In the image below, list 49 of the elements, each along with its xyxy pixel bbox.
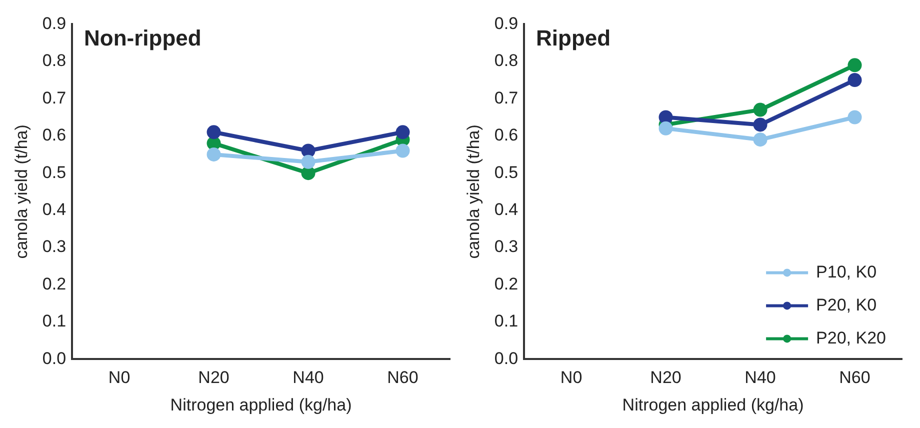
y-tick-label: 0.7	[494, 88, 518, 108]
y-tick-label: 0.3	[42, 237, 66, 256]
y-tick-label: 0.7	[42, 88, 66, 108]
x-tick-label: N20	[650, 368, 682, 388]
point	[206, 147, 221, 162]
x-axis-title: Nitrogen applied (kg/ha)	[170, 395, 352, 414]
chart-title: Non-ripped	[84, 25, 202, 50]
point	[848, 110, 862, 124]
chart-title: Ripped	[536, 25, 611, 50]
x-tick-label: N40	[744, 368, 776, 388]
point	[848, 73, 862, 88]
legend-label: P10, K0	[816, 262, 877, 282]
x-tick-label: N60	[387, 368, 418, 388]
point	[848, 58, 862, 72]
y-tick-label: 0.6	[494, 126, 518, 145]
point	[753, 102, 768, 117]
y-tick-label: 0.3	[494, 237, 518, 256]
y-tick-label: 0.4	[42, 200, 66, 219]
point	[658, 121, 673, 136]
y-tick-label: 0.8	[42, 51, 66, 70]
y-tick-label: 0.1	[42, 312, 66, 331]
y-axis-title: canola yield (t/ha)	[464, 124, 483, 259]
point	[301, 154, 316, 169]
y-tick-label: 0.2	[42, 274, 66, 294]
y-tick-label: 0.0	[42, 348, 66, 368]
x-tick-label: N60	[839, 368, 870, 388]
y-axis-title: canola yield (t/ha)	[12, 124, 31, 259]
y-tick-label: 0.5	[42, 162, 66, 182]
y-tick-label: 0.5	[494, 162, 518, 182]
y-tick-label: 0.1	[494, 312, 518, 331]
y-tick-label: 0.0	[494, 348, 518, 368]
x-tick-label: N0	[560, 368, 582, 388]
y-tick-label: 0.8	[494, 51, 518, 70]
y-tick-label: 0.2	[494, 274, 518, 294]
legend-label: P20, K20	[816, 328, 886, 348]
point	[753, 132, 768, 147]
x-axis-title: Nitrogen applied (kg/ha)	[622, 395, 804, 414]
x-tick-label: N20	[198, 368, 230, 388]
point	[396, 125, 410, 140]
y-tick-label: 0.4	[494, 200, 518, 219]
y-tick-label: 0.9	[494, 14, 518, 33]
legend-label: P20, K0	[816, 295, 877, 314]
point	[396, 144, 410, 158]
point	[206, 125, 221, 140]
x-tick-label: N0	[108, 368, 130, 388]
x-tick-label: N40	[292, 368, 324, 388]
point	[753, 118, 768, 132]
y-tick-label: 0.6	[42, 126, 66, 145]
y-tick-label: 0.9	[42, 14, 66, 33]
